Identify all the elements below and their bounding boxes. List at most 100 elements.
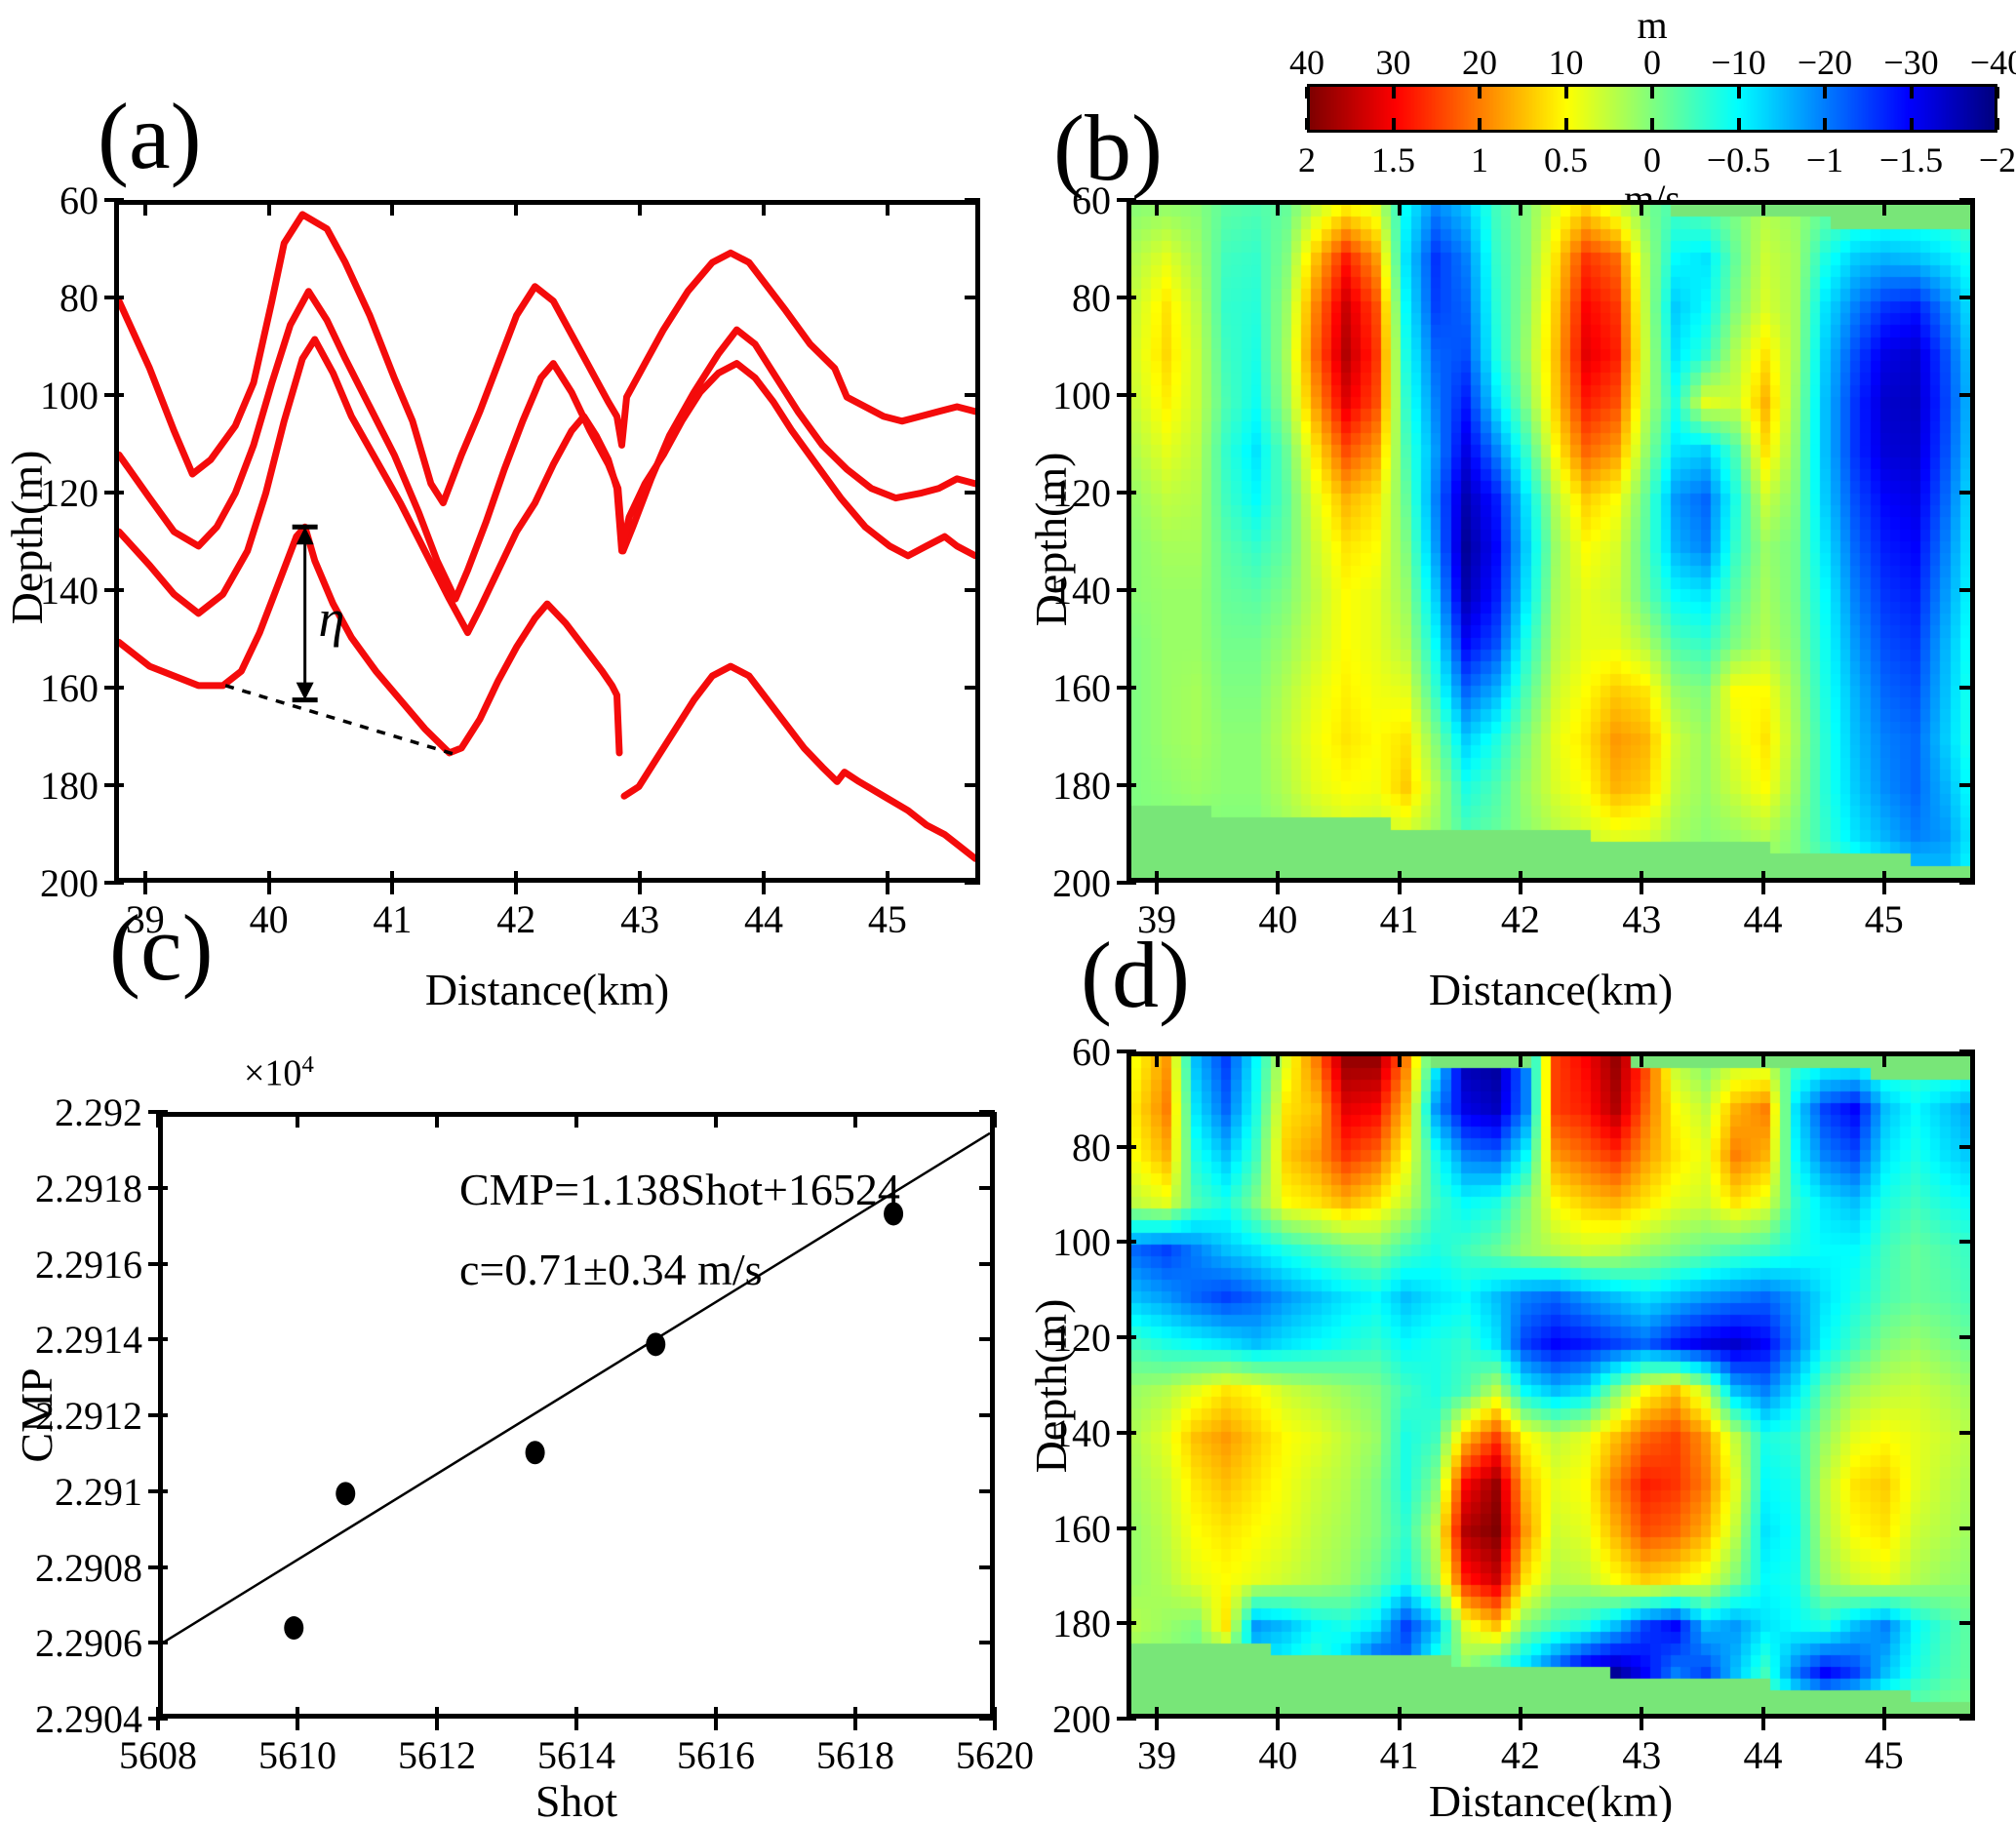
y-tick-mark: [104, 686, 124, 690]
x-tick-mark: [1397, 1707, 1402, 1730]
x-tick-label: 44: [1743, 897, 1783, 941]
y-tick-mark-right: [1959, 1525, 1975, 1530]
y-tick-label: 200: [40, 861, 99, 905]
x-tick-mark-top: [714, 1112, 718, 1128]
colorbar-tick: [1391, 87, 1396, 99]
x-tick-label: 42: [496, 897, 536, 941]
y-tick-mark-right: [979, 1413, 995, 1417]
y-tick-label: 80: [1072, 1125, 1111, 1169]
fit-equation: CMP=1.138Shot+16524: [459, 1165, 900, 1214]
x-tick-label: 40: [1258, 897, 1298, 941]
x-tick-label: 42: [1500, 1733, 1540, 1777]
colorbar-bottom-label: 1.5: [1371, 140, 1415, 179]
x-tick-mark: [1518, 1707, 1522, 1730]
x-tick-label: 40: [1258, 1733, 1298, 1777]
colorbar-tick: [1736, 118, 1741, 130]
x-tick-mark-top: [638, 200, 643, 216]
data-point: [646, 1332, 666, 1357]
eta-annotation: η: [318, 588, 345, 648]
x-tick-mark-top: [1397, 1051, 1402, 1067]
x-tick-label: 5612: [398, 1733, 476, 1777]
data-point: [525, 1441, 545, 1465]
colorbar-bottom-label: −0.5: [1706, 140, 1771, 179]
x-tick-mark: [853, 1707, 857, 1730]
colorbar-tick: [1563, 118, 1568, 130]
y-tick-label: 100: [40, 374, 99, 417]
colorbar-tick: [1996, 87, 1999, 99]
data-point: [884, 1202, 904, 1226]
x-tick-mark-top: [435, 1112, 439, 1128]
x-tick-label: 43: [1622, 897, 1662, 941]
x-tick-label: 44: [1743, 1733, 1783, 1777]
y-tick-mark-right: [979, 1261, 995, 1266]
y-tick-label: 60: [59, 178, 99, 222]
x-tick-mark-top: [296, 1112, 299, 1128]
y-tick-mark-right: [1959, 1050, 1975, 1053]
colorbar-tick: [1478, 87, 1482, 99]
y-tick-label: 160: [1052, 666, 1111, 710]
x-tick-mark-top: [1640, 1051, 1644, 1067]
y-tick-mark: [1117, 588, 1136, 592]
colorbar-tick: [1996, 118, 1999, 130]
colorbar-tick: [1909, 118, 1914, 130]
x-tick-mark: [266, 871, 271, 894]
x-tick-label: 5616: [677, 1733, 755, 1777]
colorbar-top-label: 10: [1548, 43, 1584, 82]
y-tick-mark-right: [965, 686, 980, 690]
y-tick-mark-right: [979, 1717, 995, 1721]
x-tick-mark-top: [1155, 1051, 1160, 1067]
y-tick-label: 2.2908: [35, 1545, 142, 1590]
y-tick-mark: [148, 1337, 168, 1342]
panel-c-letter: (c): [109, 895, 214, 1000]
x-tick-mark-top: [885, 200, 889, 216]
colorbar-top-label: 30: [1375, 43, 1411, 82]
x-tick-mark: [574, 1707, 578, 1730]
reflector-1: [119, 211, 975, 507]
y-tick-mark-right: [979, 1565, 995, 1569]
x-tick-mark-top: [390, 200, 395, 216]
y-tick-mark: [1117, 1144, 1136, 1149]
x-tick-label: 45: [1864, 1733, 1904, 1777]
panel-b-letter: (b): [1053, 96, 1163, 200]
x-tick-mark: [762, 871, 766, 894]
y-tick-label: 120: [1052, 1316, 1111, 1361]
x-tick-mark-top: [1881, 200, 1886, 216]
x-tick-label: 5618: [816, 1733, 894, 1777]
y-tick-mark-right: [1959, 296, 1975, 299]
x-tick-mark: [1518, 871, 1522, 894]
colorbar-title-m: m: [1637, 3, 1668, 47]
reflector-4: [119, 523, 623, 757]
colorbar-bottom-label: 0: [1643, 140, 1661, 179]
y-tick-mark-right: [965, 783, 980, 787]
y-tick-mark: [1117, 1430, 1136, 1435]
reflector-5: [620, 662, 975, 862]
eta-arrowhead-down: [296, 682, 314, 700]
reflector-2: [119, 288, 975, 603]
y-tick-mark: [1117, 1050, 1136, 1053]
y-tick-mark: [104, 393, 124, 397]
y-tick-mark: [104, 296, 124, 299]
colorbar-top-label: −40: [1969, 43, 2016, 82]
y-tick-label: 180: [1052, 1602, 1111, 1646]
y-tick-label: 2.2918: [35, 1166, 142, 1210]
y-tick-label: 2.2914: [35, 1318, 142, 1363]
y-tick-mark-right: [1959, 1430, 1975, 1435]
x-tick-mark: [142, 871, 147, 894]
y-tick-label: 160: [40, 666, 99, 710]
x-tick-mark-top: [156, 1112, 160, 1128]
x-tick-mark: [1640, 1707, 1644, 1730]
y-tick-label: 2.2904: [35, 1697, 142, 1741]
y-tick-mark: [148, 1488, 168, 1493]
y-tick-mark: [148, 1717, 168, 1721]
y-tick-mark-right: [1959, 1144, 1975, 1149]
x-tick-mark: [1155, 1707, 1160, 1730]
panel-c-exponent: ×104: [244, 1051, 314, 1094]
colorbar-tick: [1563, 87, 1568, 99]
reflector-curves: [119, 211, 975, 862]
y-tick-mark-right: [1959, 588, 1975, 592]
y-tick-label: 60: [1072, 178, 1111, 222]
x-tick-label: 43: [620, 897, 660, 941]
x-tick-mark-top: [1518, 1051, 1522, 1067]
colorbar-top-label: −10: [1711, 43, 1766, 82]
